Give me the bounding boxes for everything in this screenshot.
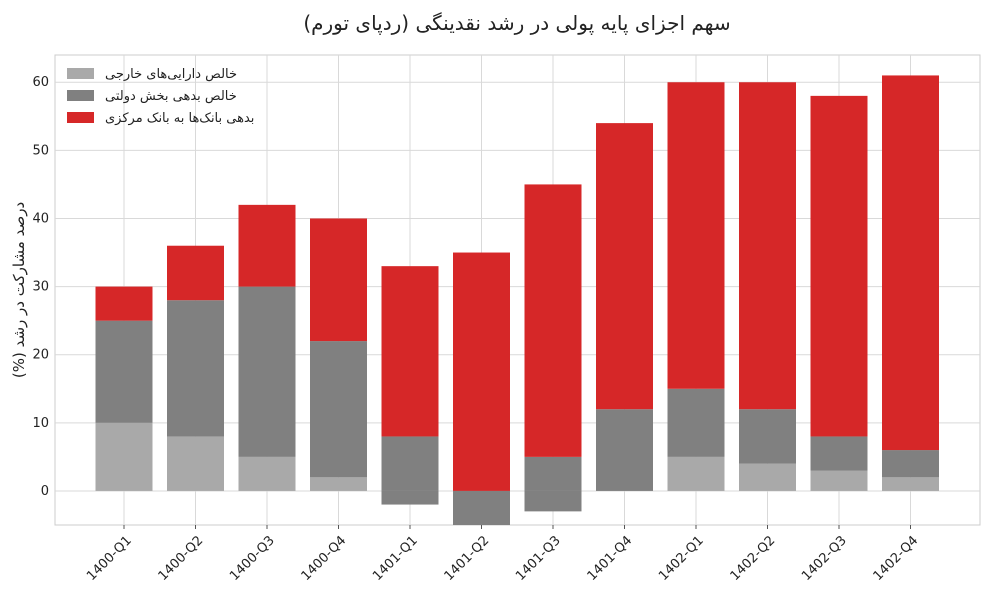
bar-segment bbox=[810, 436, 868, 471]
chart-title: سهم اجزای پایه پولی در رشد نقدینگی (ردپا… bbox=[303, 11, 730, 36]
y-tick-label: 40 bbox=[32, 211, 49, 226]
bar-segment bbox=[810, 470, 868, 491]
x-tick-label: 1400-Q4 bbox=[299, 533, 350, 584]
x-tick-label: 1402-Q2 bbox=[728, 533, 779, 584]
bar-segment bbox=[667, 456, 725, 491]
x-tick-label: 1402-Q1 bbox=[656, 533, 707, 584]
x-tick-label: 1401-Q4 bbox=[585, 533, 636, 584]
bar-segment bbox=[167, 436, 224, 491]
legend-swatch bbox=[67, 112, 94, 123]
bar-segment bbox=[453, 252, 510, 491]
x-tick-label: 1400-Q2 bbox=[156, 533, 207, 584]
bar-segment bbox=[667, 82, 725, 389]
legend-swatch bbox=[67, 90, 94, 101]
bar-segment bbox=[310, 218, 367, 342]
legend-label: خالص دارایی‌های خارجی bbox=[105, 67, 237, 82]
bar-segment bbox=[596, 409, 653, 491]
legend-swatch bbox=[67, 68, 94, 79]
bar-segment bbox=[95, 286, 153, 321]
bar-segment bbox=[167, 300, 224, 437]
y-axis-label: درصد مشارکت در رشد (%) bbox=[10, 202, 28, 378]
bar-segment bbox=[739, 82, 796, 410]
bar-segment bbox=[95, 320, 153, 423]
bar-segment-negative bbox=[524, 490, 582, 512]
x-tick-label: 1402-Q3 bbox=[799, 533, 850, 584]
legend-label: خالص بدهی بخش دولتی bbox=[105, 89, 237, 104]
y-axis-ticks: 0 10 20 30 40 50 60 bbox=[32, 75, 49, 499]
bar-segment bbox=[739, 463, 796, 491]
bar-segment bbox=[381, 436, 439, 491]
y-tick-label: 0 bbox=[41, 484, 49, 499]
x-tick-label: 1400-Q3 bbox=[227, 533, 278, 584]
x-tick-label: 1401-Q2 bbox=[442, 533, 493, 584]
x-tick-label: 1401-Q3 bbox=[513, 533, 564, 584]
legend-label: بدهی بانک‌ها به بانک مرکزی bbox=[105, 111, 254, 126]
bar-segment bbox=[167, 245, 224, 301]
bar-segment bbox=[739, 409, 796, 464]
bar-segment bbox=[667, 388, 725, 457]
y-tick-label: 30 bbox=[32, 280, 49, 295]
bar-segment bbox=[810, 95, 868, 437]
bar-segment bbox=[238, 456, 296, 491]
bar-segment-negative bbox=[453, 490, 510, 525]
bar-segment bbox=[882, 450, 939, 478]
bar-segment bbox=[95, 422, 153, 491]
y-tick-label: 10 bbox=[32, 416, 49, 431]
legend: خالص دارایی‌های خارجی خالص بدهی بخش دولتی… bbox=[67, 67, 254, 126]
x-tick-label: 1400-Q1 bbox=[84, 533, 135, 584]
bar-segment bbox=[524, 184, 582, 457]
bar-segment bbox=[310, 477, 367, 491]
bar-segment bbox=[381, 266, 439, 437]
bars bbox=[95, 75, 939, 525]
bar-segment-negative bbox=[381, 490, 439, 505]
x-axis-ticks: 1400-Q1 1400-Q2 1400-Q3 1400-Q4 1401-Q1 1401-… bbox=[84, 525, 921, 584]
bar-segment bbox=[882, 477, 939, 491]
bar-segment bbox=[310, 341, 367, 478]
x-tick-label: 1402-Q4 bbox=[871, 533, 922, 584]
bar-segment bbox=[524, 456, 582, 491]
x-tick-label: 1401-Q1 bbox=[370, 533, 421, 584]
bar-segment bbox=[238, 204, 296, 287]
y-tick-label: 50 bbox=[32, 143, 49, 158]
y-tick-label: 20 bbox=[32, 348, 49, 363]
bar-segment bbox=[596, 123, 653, 410]
bar-segment bbox=[238, 286, 296, 457]
bar-segment bbox=[882, 75, 939, 451]
y-tick-label: 60 bbox=[32, 75, 49, 90]
